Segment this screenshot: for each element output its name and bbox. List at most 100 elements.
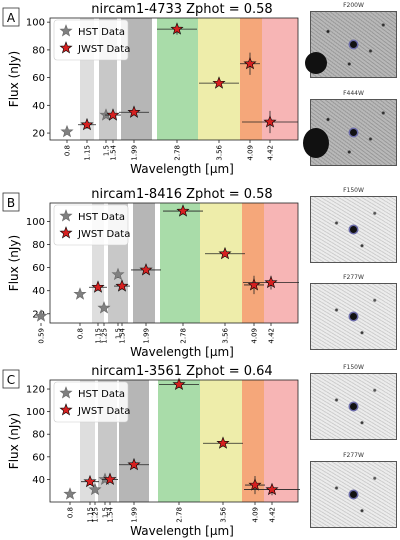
x-tick-label: 2.78	[180, 328, 188, 344]
jwst-point	[114, 279, 130, 292]
wavelength-band-5	[240, 18, 262, 140]
cutout-thumbnail: F150W	[307, 187, 400, 263]
wavelength-band-5	[242, 380, 264, 502]
x-tick-label: 1.15	[84, 145, 92, 161]
y-tick-label: 20	[32, 129, 45, 140]
wavelength-band-4	[200, 203, 242, 323]
x-tick-label: 0.8	[67, 507, 75, 518]
legend-box	[53, 204, 129, 246]
star-marker	[265, 482, 279, 496]
bright-source-blob	[303, 128, 329, 158]
y-tick-label: 80	[32, 240, 45, 251]
legend-entry: HST Data	[78, 389, 125, 400]
x-tick-label: 4.42	[269, 507, 277, 523]
x-tick-label: 4.09	[252, 507, 260, 523]
cutout-image	[310, 461, 397, 528]
legend-box	[53, 381, 129, 423]
jwst-point	[78, 117, 96, 131]
star-marker	[127, 105, 141, 118]
x-tick-label: 4.09	[251, 328, 259, 344]
star-marker	[34, 309, 48, 322]
star-marker	[218, 246, 232, 260]
star-marker	[91, 280, 105, 293]
x-tick-label: 0.8	[77, 328, 85, 339]
x-tick-label: 1.99	[131, 507, 139, 523]
y-tick-label: 40	[32, 101, 45, 112]
source-marker	[350, 226, 357, 233]
star-marker	[139, 263, 153, 276]
jwst-point	[242, 110, 298, 134]
x-tick-label: 0.8	[64, 145, 72, 156]
star-marker	[127, 457, 141, 471]
legend-marker	[59, 226, 73, 239]
star-marker	[176, 204, 190, 217]
jwst-point	[157, 22, 197, 35]
hst-point	[63, 487, 77, 500]
source-marker	[350, 491, 357, 498]
y-tick-label: 80	[32, 45, 45, 56]
x-tick-label: 1.99	[143, 328, 151, 344]
x-axis-label: Wavelength [μm]	[130, 345, 234, 359]
legend-entry: JWST Data	[77, 229, 130, 240]
jwst-point	[89, 280, 107, 293]
legend-box	[53, 19, 129, 61]
y-tick-label: 100	[26, 217, 45, 228]
source-marker	[350, 129, 357, 136]
star-marker	[248, 478, 262, 491]
plot-frame	[49, 202, 299, 324]
x-axis-label: Wavelength [μm]	[130, 162, 234, 176]
x-tick-label: 2.78	[176, 507, 184, 523]
x-tick-label: 3.56	[222, 327, 230, 343]
star-marker	[115, 279, 129, 292]
star-marker	[170, 22, 184, 35]
y-tick-label: 80	[32, 430, 45, 441]
jwst-point	[81, 474, 99, 488]
cutout-thumbnail: F277W	[307, 452, 400, 528]
chart-title: nircam1-3561 Zphot = 0.64	[91, 364, 272, 379]
x-tick-label: 4.42	[267, 145, 275, 161]
wavelength-band-6	[264, 203, 298, 323]
y-tick-label: 60	[32, 452, 45, 463]
star-marker	[212, 76, 226, 89]
cutout-image	[310, 373, 397, 440]
jwst-point	[203, 436, 243, 449]
jwst-point	[243, 275, 299, 290]
jwst-point	[199, 76, 239, 89]
legend-entry: HST Data	[78, 212, 125, 223]
star-marker	[264, 275, 278, 289]
y-axis-label: Flux (nJy)	[7, 413, 21, 469]
x-tick-label: 3.56	[220, 506, 228, 522]
star-marker	[106, 108, 120, 121]
x-tick-label: 1.15	[87, 507, 95, 523]
jwst-point	[240, 52, 260, 75]
y-tick-label: 100	[26, 407, 45, 418]
star-marker	[73, 287, 87, 300]
chart-title: nircam1-8416 Zphot = 0.58	[91, 187, 272, 202]
cutout-image	[303, 99, 397, 166]
panel-label: B	[7, 196, 15, 210]
x-tick-label: 1.5	[103, 145, 111, 156]
cutout-filter-label: F444W	[343, 90, 364, 97]
jwst-point	[245, 476, 265, 495]
hst-point	[111, 267, 125, 281]
legend-entry: JWST Data	[77, 406, 130, 417]
x-tick-label: 2.78	[174, 145, 182, 161]
star-marker	[83, 474, 97, 488]
source-marker	[350, 313, 357, 320]
hst-point	[60, 124, 74, 138]
y-axis-label: Flux (nJy)	[7, 235, 21, 291]
hst-point	[97, 301, 111, 314]
hst-point	[88, 482, 102, 496]
wavelength-band-3	[160, 203, 200, 323]
x-tick-label: 1.99	[131, 145, 139, 161]
cutout-image	[310, 196, 397, 263]
star-marker	[88, 482, 102, 496]
y-tick-label: 100	[26, 18, 45, 29]
star-marker	[172, 377, 186, 391]
cutout-image	[310, 283, 397, 350]
jwst-point	[205, 246, 245, 260]
legend-marker	[59, 209, 73, 222]
star-marker	[243, 56, 257, 70]
